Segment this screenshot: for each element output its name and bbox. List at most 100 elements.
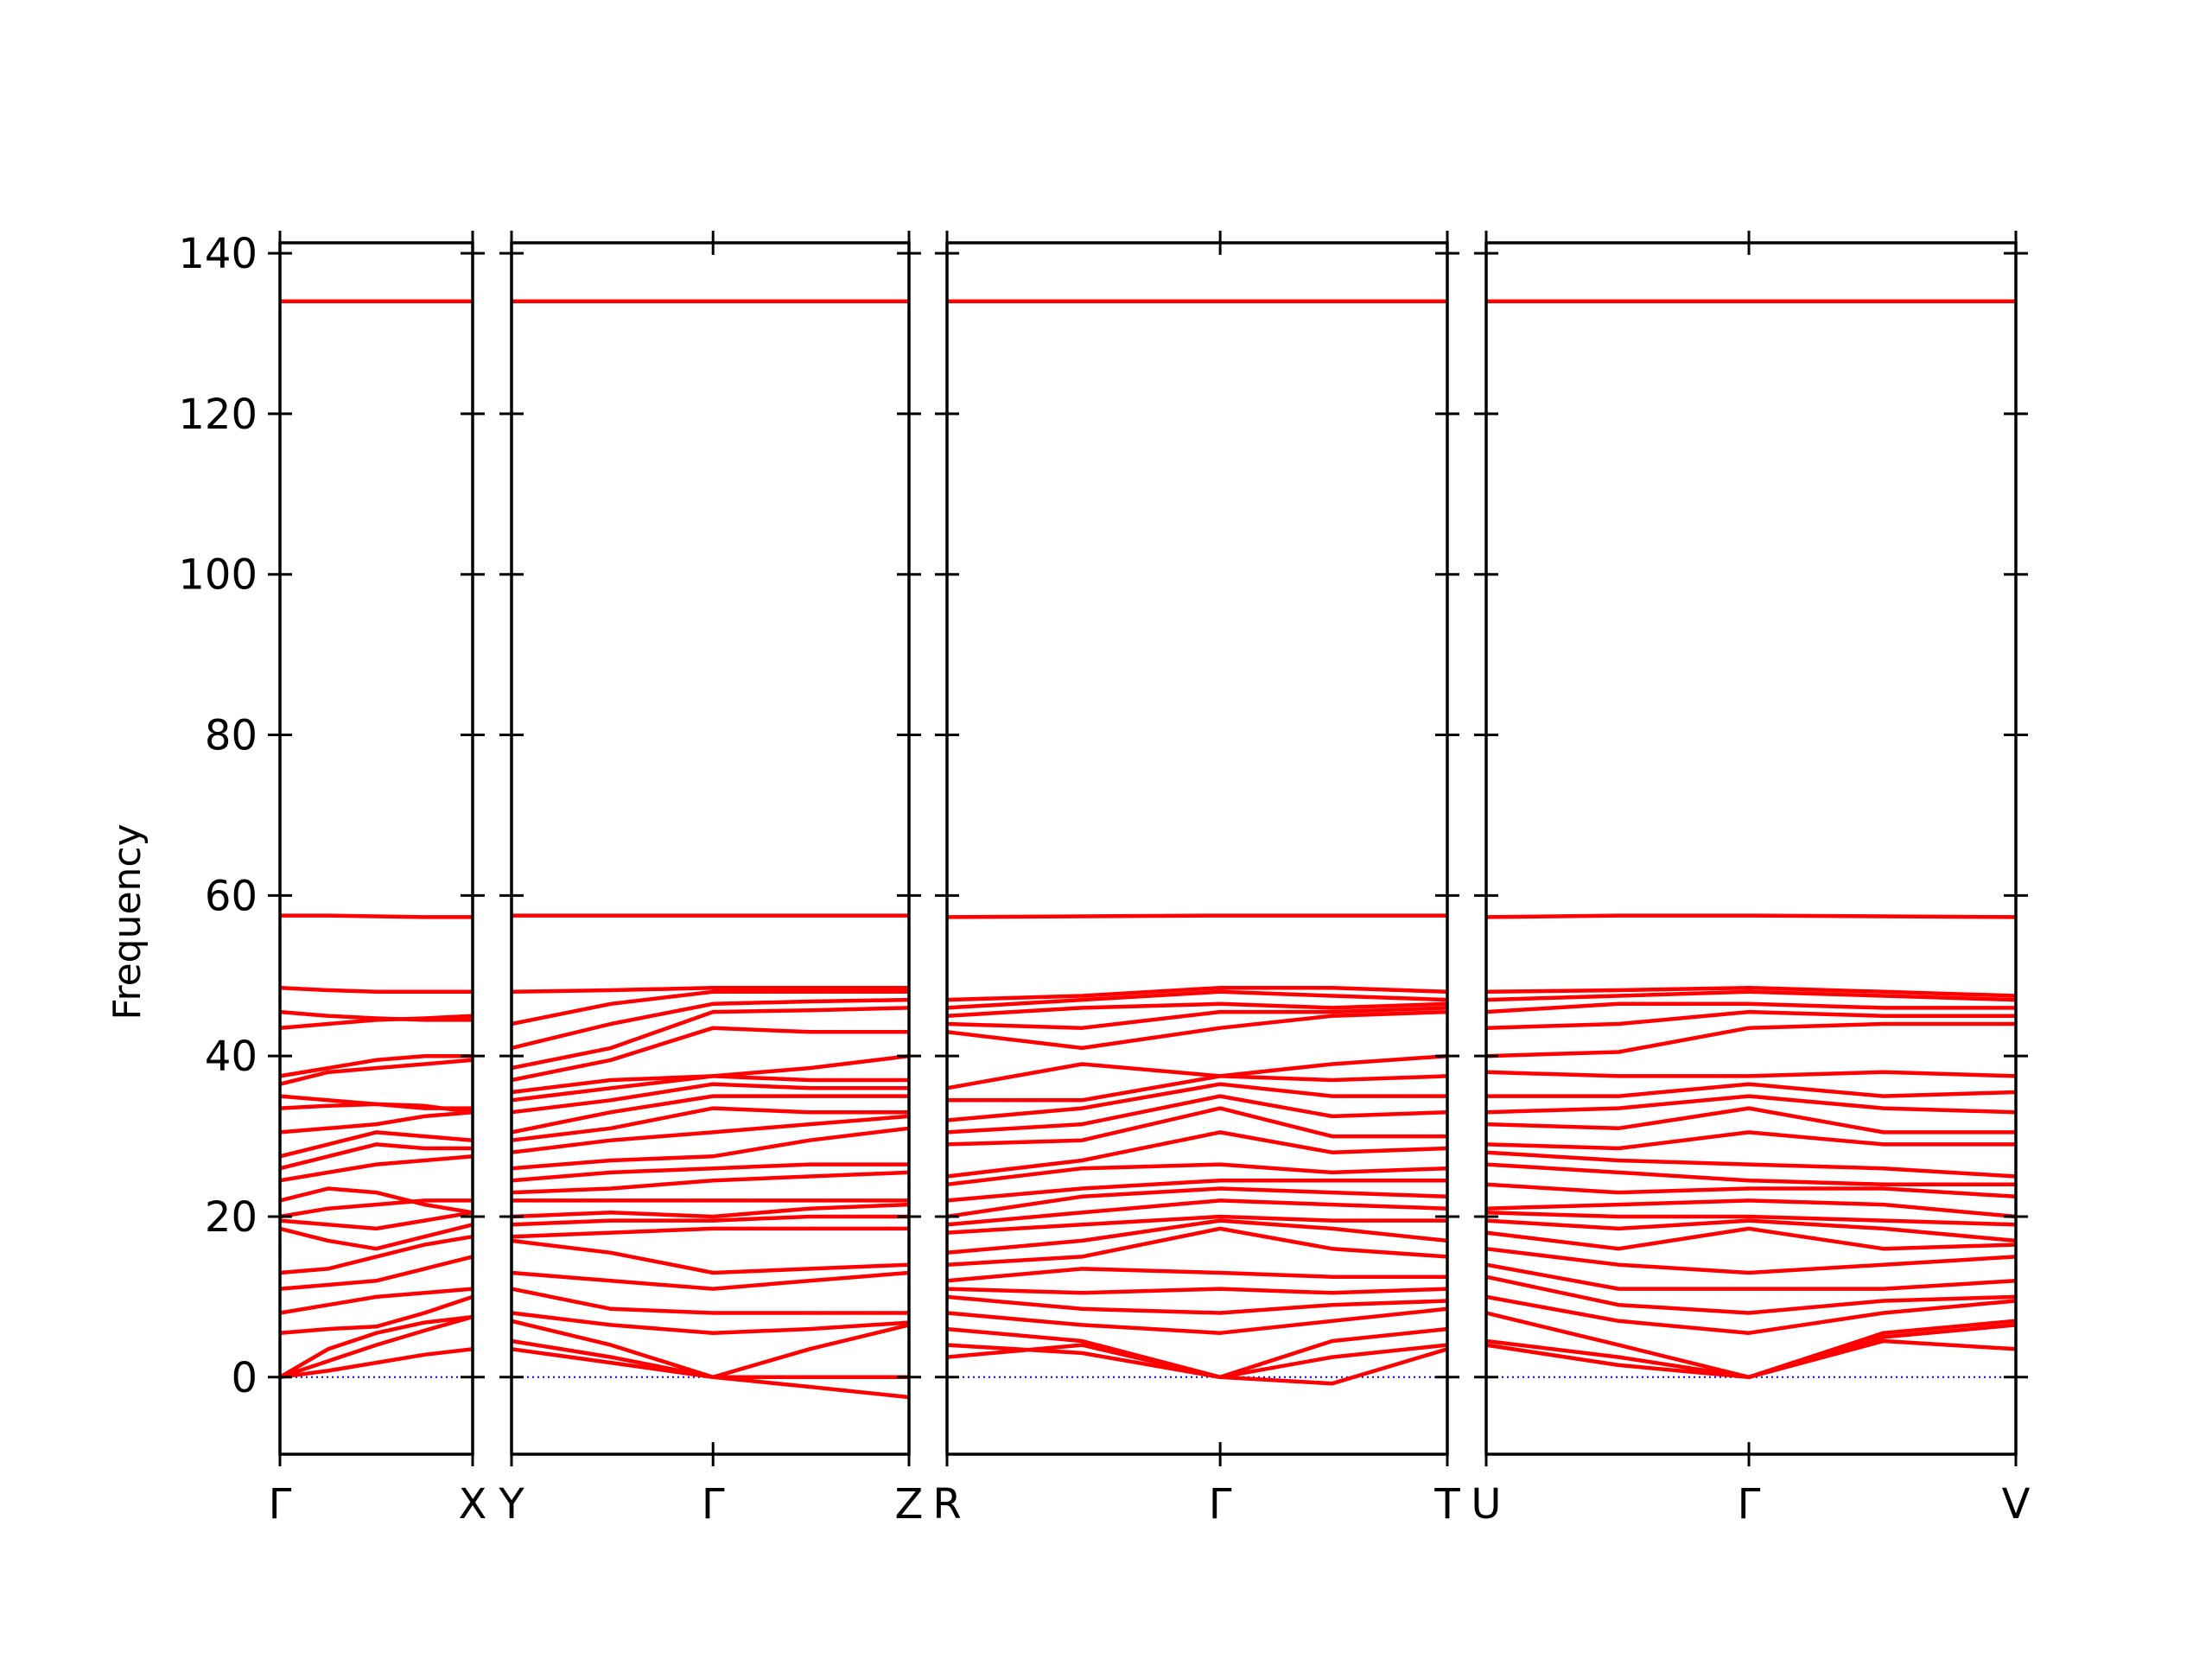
band-line bbox=[1485, 1162, 2016, 1187]
x-tick-label: Z bbox=[895, 1480, 924, 1529]
band-line bbox=[1485, 1001, 2016, 1014]
band-line bbox=[279, 1154, 474, 1183]
band-line bbox=[280, 913, 473, 919]
band-line bbox=[279, 1255, 474, 1291]
band-line bbox=[946, 1130, 1448, 1179]
band-line bbox=[1485, 913, 2017, 919]
band-line bbox=[1485, 1262, 2017, 1291]
y-tick-label: 60 bbox=[205, 872, 257, 920]
band-line bbox=[946, 913, 1447, 919]
band-line bbox=[946, 985, 1448, 1002]
band-line bbox=[511, 1094, 909, 1135]
band-line bbox=[279, 1211, 474, 1231]
band-line bbox=[946, 1001, 1448, 1018]
panel-frame bbox=[945, 241, 1449, 1456]
band-line bbox=[279, 1294, 474, 1335]
band-line bbox=[511, 1006, 910, 1071]
x-tick-label: Y bbox=[498, 1480, 524, 1529]
band-line bbox=[1485, 1130, 2016, 1151]
band-line bbox=[279, 1053, 473, 1078]
band-line bbox=[946, 1094, 1448, 1135]
band-line bbox=[946, 1226, 1448, 1267]
band-line bbox=[511, 1114, 910, 1154]
band-line bbox=[511, 1214, 909, 1227]
band-line bbox=[511, 1053, 910, 1095]
band-line bbox=[279, 1287, 474, 1315]
band-line bbox=[279, 1094, 474, 1115]
x-tick-label: Γ bbox=[1738, 1480, 1761, 1529]
y-tick-label: 120 bbox=[178, 391, 257, 439]
band-line bbox=[279, 1009, 473, 1022]
y-tick-label: 0 bbox=[231, 1354, 257, 1402]
band-line bbox=[511, 1311, 910, 1335]
band-line bbox=[279, 1130, 474, 1159]
band-line bbox=[946, 1294, 1448, 1315]
x-tick-label: Γ bbox=[702, 1480, 725, 1529]
band-line bbox=[511, 1202, 910, 1219]
x-tick-label: X bbox=[459, 1480, 487, 1529]
band-line bbox=[1485, 1070, 2017, 1078]
y-tick-label: 40 bbox=[205, 1033, 257, 1081]
x-tick-label: Γ bbox=[1209, 1480, 1232, 1529]
band-line bbox=[279, 1198, 473, 1219]
band-line bbox=[1485, 1211, 2017, 1227]
band-line bbox=[1485, 1009, 2016, 1030]
band-line bbox=[946, 1162, 1448, 1187]
y-tick-label: 20 bbox=[205, 1193, 257, 1242]
band-line bbox=[511, 997, 910, 1051]
band-line bbox=[1485, 1021, 2016, 1058]
y-tick-label: 100 bbox=[178, 551, 257, 600]
x-tick-label: T bbox=[1433, 1480, 1460, 1529]
band-line bbox=[946, 1198, 1448, 1227]
band-line bbox=[511, 1226, 909, 1239]
band-line bbox=[279, 985, 473, 995]
band-line bbox=[946, 1214, 1447, 1235]
panel-frame bbox=[510, 241, 911, 1456]
band-line bbox=[511, 985, 909, 995]
band-line bbox=[1485, 1106, 2016, 1135]
band-line bbox=[279, 1223, 474, 1251]
band-line bbox=[511, 1162, 909, 1183]
band-line bbox=[511, 1319, 910, 1380]
band-line bbox=[1485, 1150, 2017, 1179]
x-tick-label: U bbox=[1471, 1480, 1501, 1529]
band-line bbox=[1485, 1182, 2017, 1199]
y-tick-label: 140 bbox=[178, 230, 257, 278]
band-line bbox=[946, 1006, 1448, 1030]
band-line bbox=[1485, 1294, 2017, 1335]
band-line bbox=[278, 1314, 474, 1379]
y-axis-label: Frequency bbox=[105, 823, 149, 1020]
band-line bbox=[279, 1109, 474, 1135]
band-line bbox=[511, 1347, 910, 1400]
band-line bbox=[1485, 985, 2017, 998]
band-line bbox=[1485, 1094, 2017, 1115]
panel-frame bbox=[278, 241, 474, 1456]
band-line bbox=[511, 1238, 910, 1275]
band-line bbox=[511, 1106, 909, 1142]
band-line bbox=[946, 1082, 1447, 1122]
band-line bbox=[946, 1186, 1448, 1219]
band-line bbox=[1485, 989, 2017, 1002]
band-line bbox=[511, 1270, 910, 1291]
band-line bbox=[946, 1178, 1447, 1203]
band-line bbox=[279, 1058, 474, 1086]
band-line bbox=[511, 989, 909, 1027]
band-line bbox=[511, 1287, 909, 1315]
band-line bbox=[279, 1347, 474, 1380]
band-line bbox=[279, 1234, 474, 1275]
band-line bbox=[946, 1287, 1448, 1295]
band-line bbox=[511, 1126, 910, 1171]
band-line bbox=[1485, 1226, 2017, 1251]
band-line bbox=[511, 1082, 909, 1115]
band-line bbox=[1485, 1311, 2017, 1380]
band-line bbox=[279, 1314, 474, 1379]
band-line bbox=[946, 1326, 1448, 1380]
band-line bbox=[1486, 1082, 2017, 1098]
band-line bbox=[946, 1218, 1448, 1255]
band-line bbox=[1485, 1246, 2017, 1275]
band-line bbox=[279, 1186, 474, 1215]
x-tick-label: R bbox=[932, 1480, 961, 1529]
band-line bbox=[946, 1267, 1447, 1283]
x-tick-label: Γ bbox=[269, 1480, 292, 1529]
